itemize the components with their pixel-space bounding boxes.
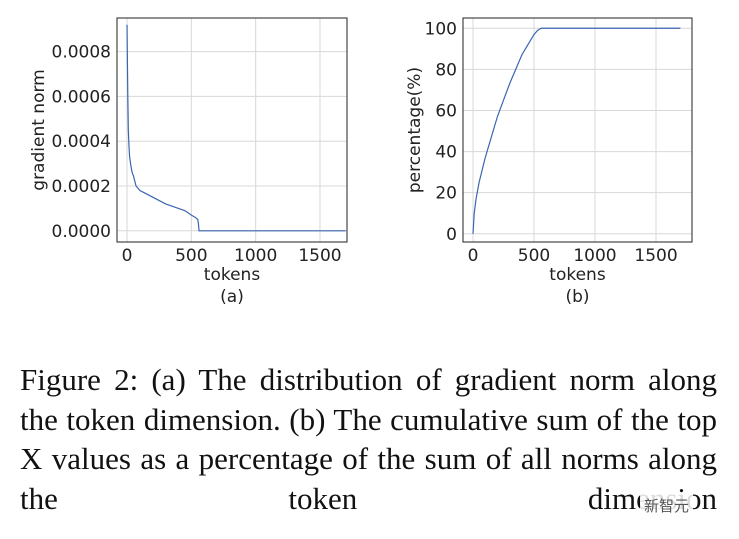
x-tick-label: 0 [468,246,479,266]
caption: Figure 2: (a) The distribution of gradie… [20,362,717,516]
x-tick-label: 1500 [298,246,341,266]
y-tick-label: 60 [435,101,457,121]
data-line [472,27,681,234]
y-tick-label: 0.0008 [52,43,111,63]
y-tick-label: 0 [446,225,457,245]
data-line [126,24,346,232]
y-axis-label: percentage(%) [405,67,425,193]
x-tick-label: 500 [175,246,207,266]
x-axis-label: tokens [204,265,261,285]
x-tick-label: 1000 [234,246,277,266]
y-axis-label: gradient norm [29,69,49,190]
y-tick-label: 100 [425,19,457,39]
x-tick-label: 500 [518,246,550,266]
y-tick-label: 0.0000 [52,222,111,242]
y-tick-label: 80 [435,60,457,80]
plot-frame [462,17,693,243]
x-axis-label: tokens [549,265,606,285]
x-tick-label: 0 [122,246,133,266]
y-tick-label: 0.0006 [52,87,111,107]
y-tick-label: 0.0002 [52,177,111,197]
y-tick-label: 20 [435,184,457,204]
plot-frame [116,17,348,243]
subtitle: (b) [565,287,589,307]
watermark: 新智元 [640,494,694,517]
subtitle: (a) [220,287,244,307]
x-tick-label: 1500 [634,246,677,266]
y-tick-label: 40 [435,143,457,163]
y-tick-label: 0.0004 [52,132,111,152]
x-tick-label: 1000 [573,246,616,266]
